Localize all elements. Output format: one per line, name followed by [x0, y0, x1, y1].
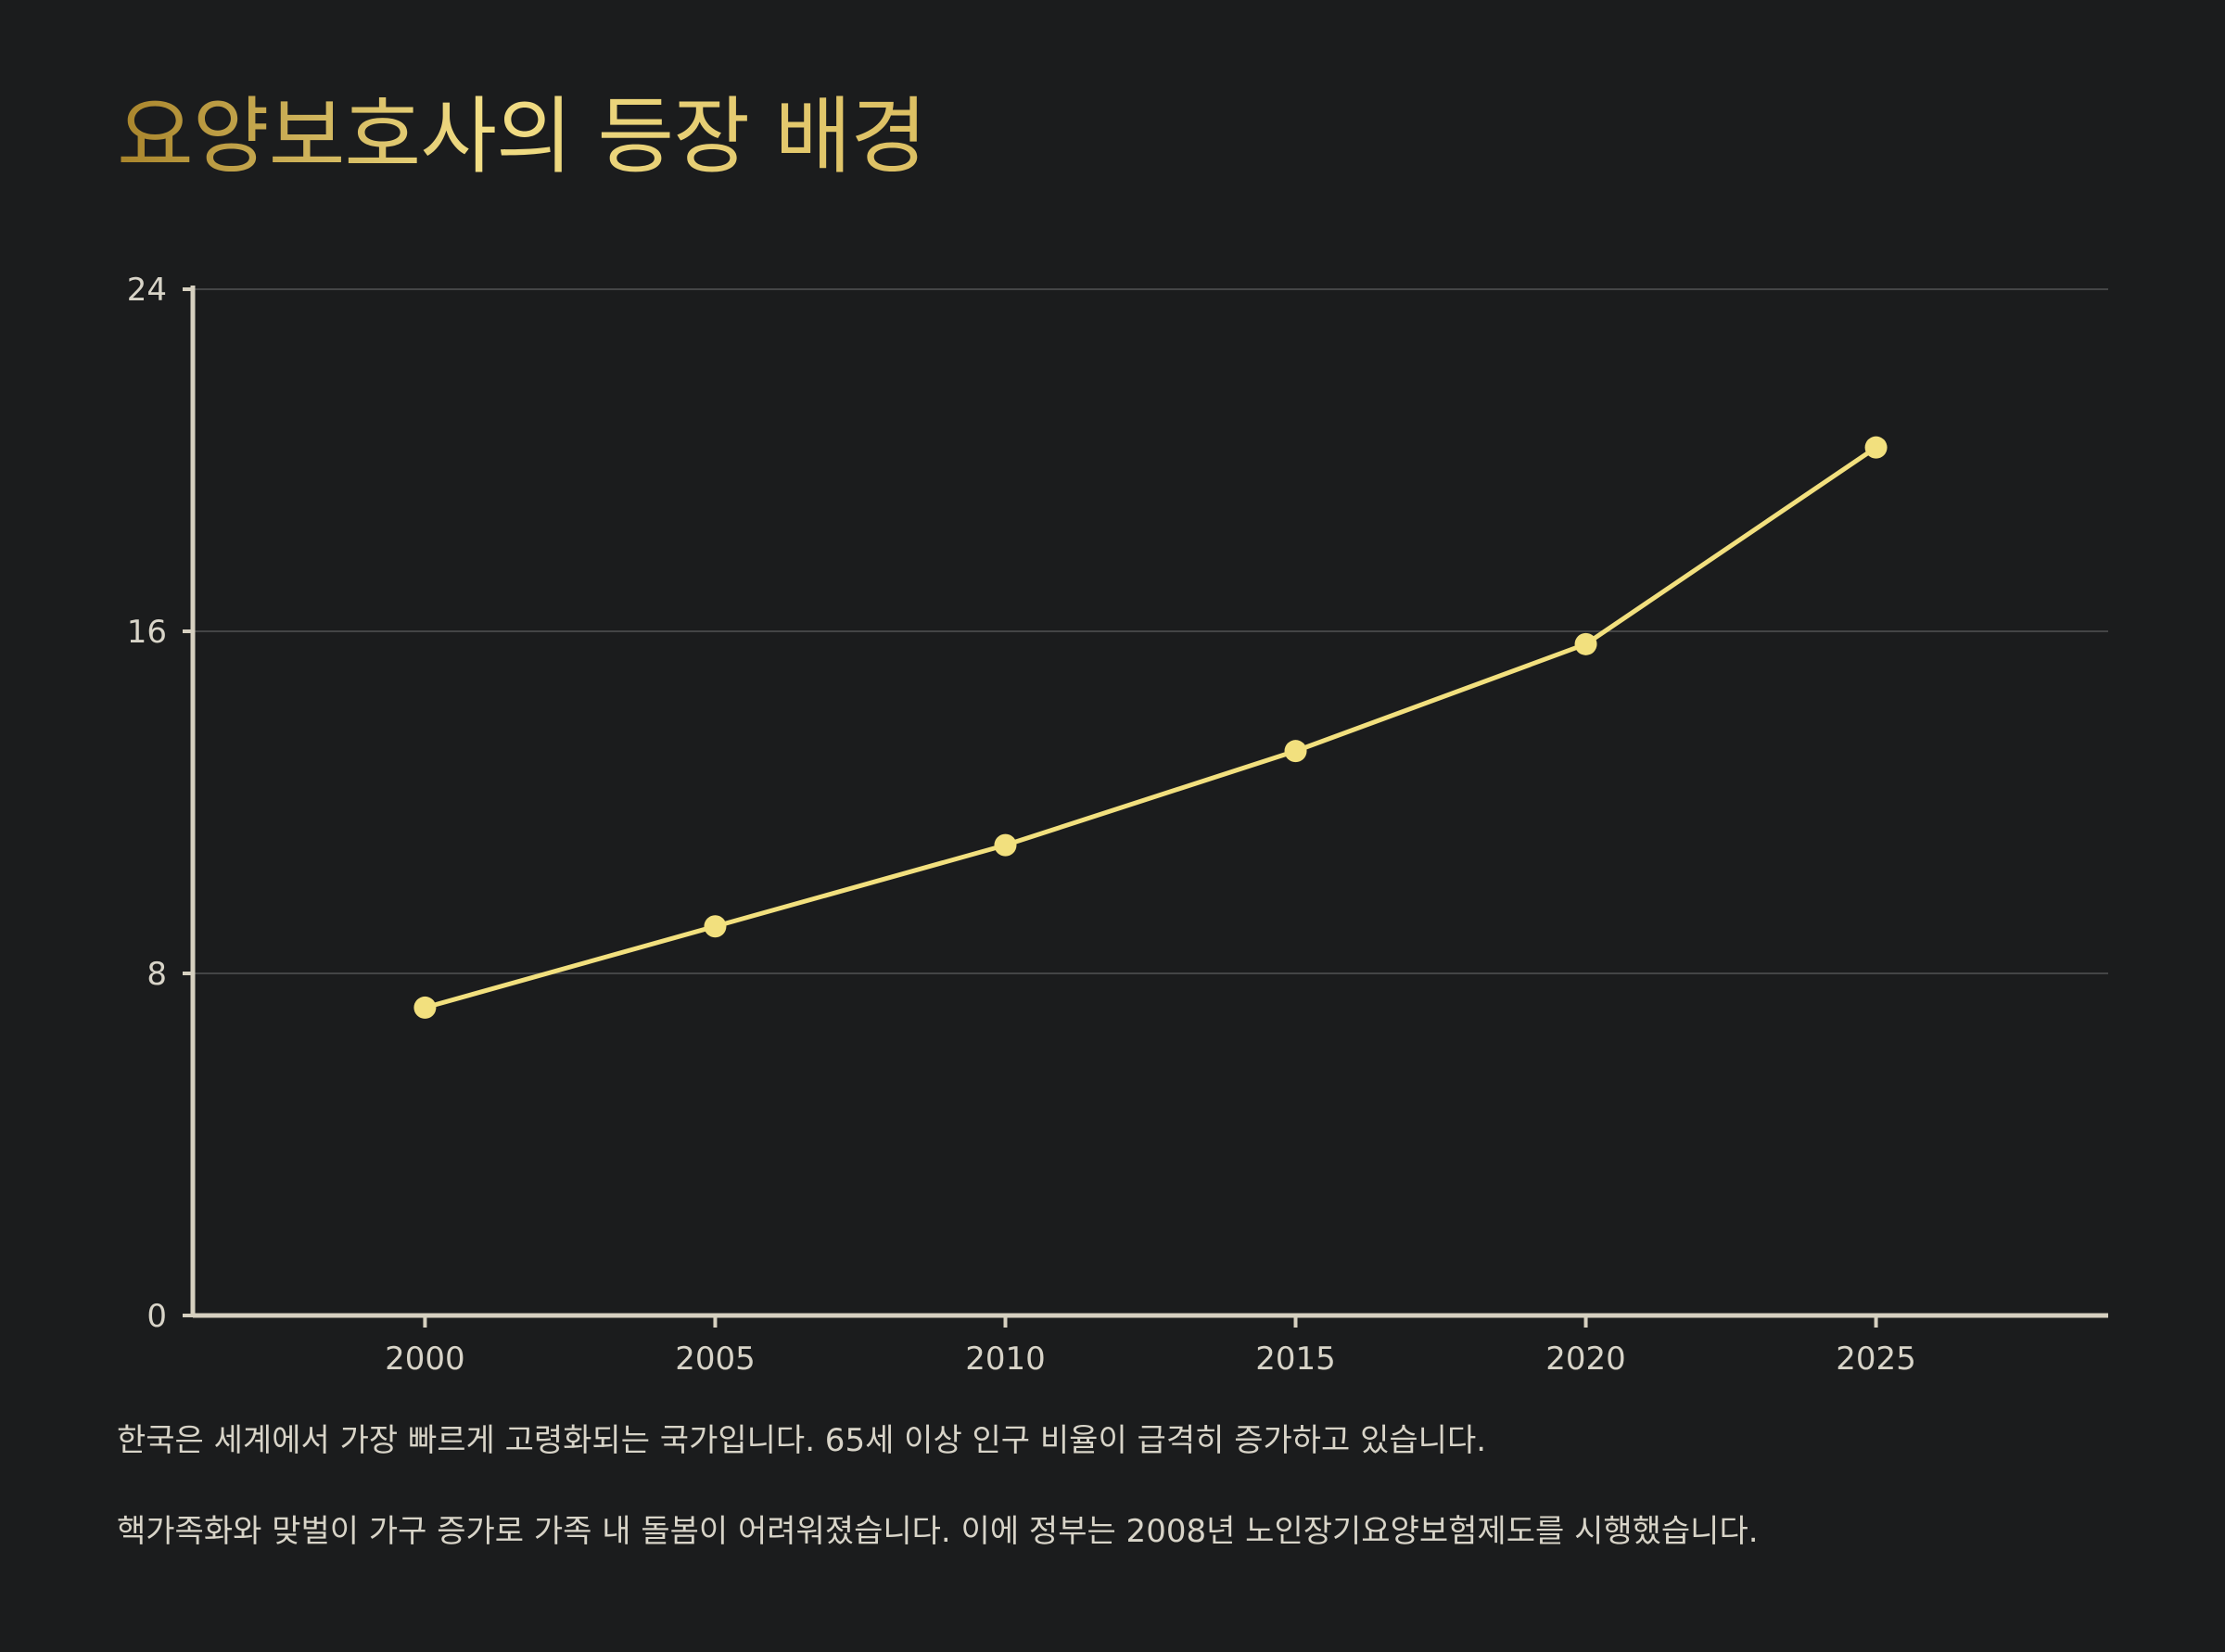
x-tick-label-2000: 2000 — [385, 1341, 465, 1378]
data-point-2020 — [1574, 632, 1597, 655]
data-point-2000 — [413, 996, 437, 1019]
y-tick-label-0: 0 — [146, 1298, 167, 1335]
data-point-2005 — [704, 915, 727, 938]
x-tick-label-2025: 2025 — [1836, 1341, 1916, 1378]
x-tick-label-2015: 2015 — [1255, 1341, 1336, 1378]
y-tick-labels: 0 8 16 24 — [127, 272, 167, 1335]
y-tick-label-24: 24 — [127, 272, 167, 309]
caption-aging: 한국은 세계에서 가장 빠르게 고령화되는 국가입니다. 65세 이상 인구 비… — [117, 1422, 1487, 1459]
data-series — [413, 436, 1888, 1019]
caption-care-system: 핵가족화와 맞벌이 가구 증가로 가족 내 돌봄이 어려워졌습니다. 이에 정부… — [117, 1513, 1759, 1550]
data-point-2025 — [1864, 436, 1888, 459]
x-tick-label-2005: 2005 — [675, 1341, 756, 1378]
data-point-2015 — [1284, 740, 1307, 763]
grid-lines — [193, 288, 2108, 974]
page-title: 요양보호사의 등장 배경 — [117, 82, 927, 193]
x-tick-label-2010: 2010 — [965, 1341, 1046, 1378]
y-tick-label-16: 16 — [127, 614, 167, 651]
series-line-0 — [422, 445, 1879, 1010]
x-tick-labels: 2000 2005 2010 2015 2020 2025 — [385, 1341, 1916, 1378]
y-tick-label-8: 8 — [146, 956, 167, 993]
data-point-2010 — [994, 833, 1017, 857]
axes — [183, 286, 2108, 1328]
x-tick-label-2020: 2020 — [1545, 1341, 1626, 1378]
